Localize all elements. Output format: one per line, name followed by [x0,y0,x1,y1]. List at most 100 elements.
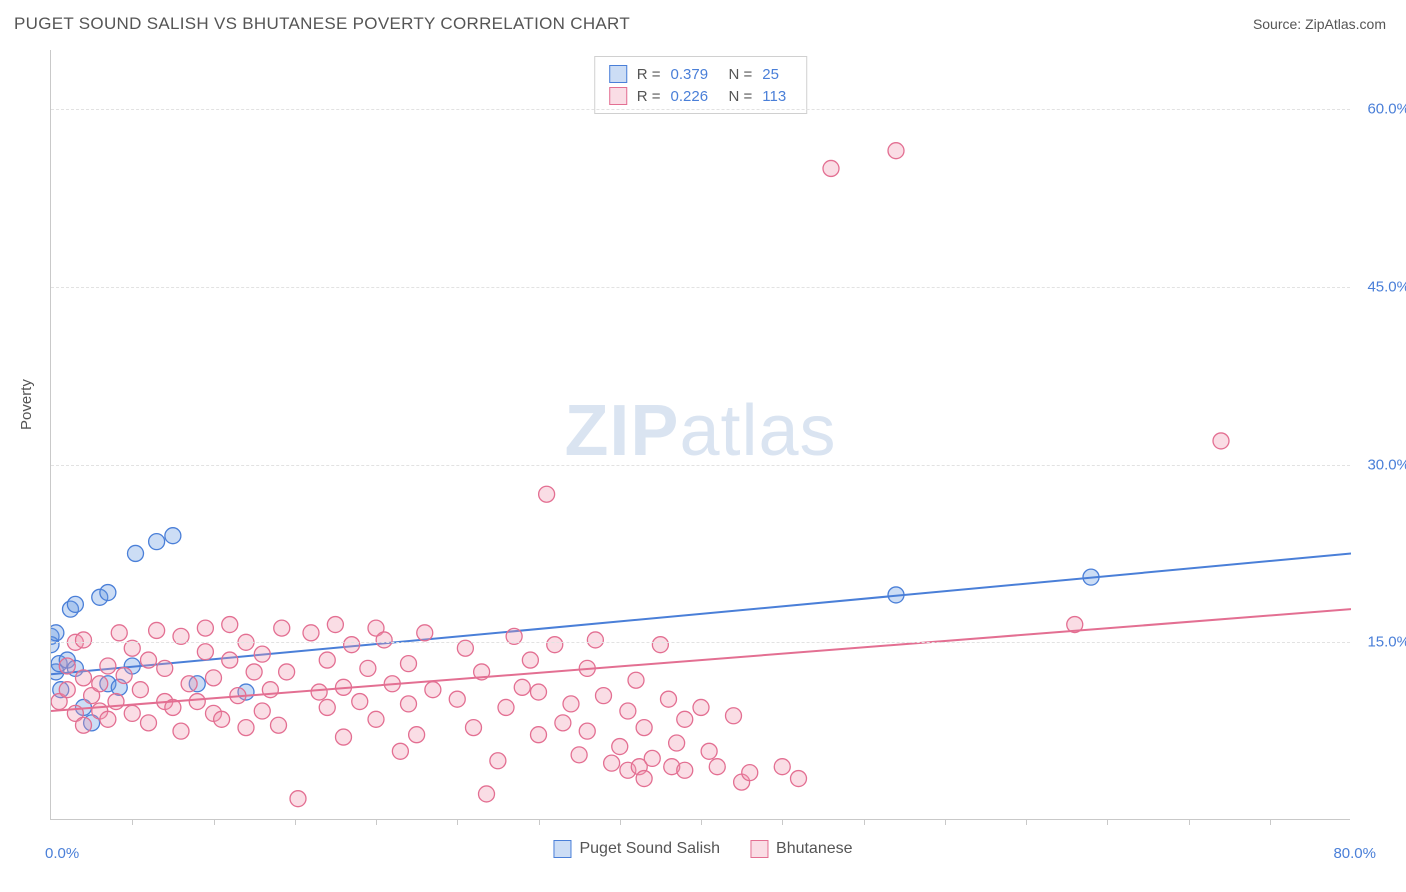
data-point [124,705,140,721]
chart-title: PUGET SOUND SALISH VS BHUTANESE POVERTY … [14,14,630,34]
data-point [149,622,165,638]
series-legend: Puget Sound Salish Bhutanese [553,840,852,858]
x-tick [1107,819,1108,825]
scatter-svg [51,50,1351,820]
data-point [677,762,693,778]
data-point [726,708,742,724]
data-point [774,759,790,775]
data-point [531,684,547,700]
data-point [181,676,197,692]
data-point [401,696,417,712]
data-point [303,625,319,641]
data-point [59,658,75,674]
data-point [197,620,213,636]
r-label: R = [637,88,661,105]
data-point [206,670,222,686]
x-tick [1026,819,1027,825]
data-point [141,715,157,731]
data-point [173,723,189,739]
data-point [466,720,482,736]
x-axis-max-label: 80.0% [1333,845,1376,862]
plot-area: ZIPatlas R =0.379N =25R =0.226N =113 15.… [50,50,1350,820]
data-point [604,755,620,771]
data-point [222,652,238,668]
data-point [547,637,563,653]
source-attribution: Source: ZipAtlas.com [1253,16,1386,32]
data-point [290,791,306,807]
data-point [157,660,173,676]
gridline [51,465,1350,466]
data-point [238,720,254,736]
stats-legend: R =0.379N =25R =0.226N =113 [594,56,808,114]
x-tick [295,819,296,825]
n-label: N = [729,88,753,105]
data-point [636,720,652,736]
data-point [652,637,668,653]
data-point [742,765,758,781]
trend-line [51,609,1351,711]
data-point [352,694,368,710]
data-point [67,596,83,612]
data-point [76,632,92,648]
n-label: N = [729,66,753,83]
series-legend-item: Bhutanese [750,840,853,858]
series-legend-item: Puget Sound Salish [553,840,720,858]
data-point [376,632,392,648]
data-point [149,534,165,550]
data-point [344,637,360,653]
data-point [612,739,628,755]
data-point [571,747,587,763]
data-point [360,660,376,676]
data-point [246,664,262,680]
data-point [111,625,127,641]
data-point [76,670,92,686]
data-point [141,652,157,668]
data-point [490,753,506,769]
data-point [620,703,636,719]
data-point [100,585,116,601]
x-tick [214,819,215,825]
trend-line [51,553,1351,674]
data-point [498,699,514,715]
y-axis-label: Poverty [18,379,35,430]
data-point [116,667,132,683]
stats-legend-row: R =0.379N =25 [609,63,793,85]
r-value: 0.226 [671,88,719,105]
data-point [92,676,108,692]
x-tick [782,819,783,825]
legend-swatch [609,87,627,105]
data-point [319,699,335,715]
data-point [823,160,839,176]
data-point [336,729,352,745]
data-point [222,617,238,633]
data-point [514,679,530,695]
data-point [409,727,425,743]
data-point [1213,433,1229,449]
data-point [669,735,685,751]
data-point [636,771,652,787]
data-point [392,743,408,759]
data-point [327,617,343,633]
data-point [254,646,270,662]
x-tick [945,819,946,825]
data-point [214,711,230,727]
x-tick [539,819,540,825]
y-tick-label: 45.0% [1367,278,1406,295]
series-legend-label: Puget Sound Salish [579,840,720,858]
data-point [522,652,538,668]
legend-swatch [609,65,627,83]
r-label: R = [637,66,661,83]
data-point [132,682,148,698]
data-point [701,743,717,759]
data-point [479,786,495,802]
data-point [417,625,433,641]
data-point [596,688,612,704]
data-point [587,632,603,648]
data-point [555,715,571,731]
data-point [449,691,465,707]
data-point [128,545,144,561]
stats-legend-row: R =0.226N =113 [609,85,793,107]
x-axis-min-label: 0.0% [45,845,79,862]
y-tick-label: 15.0% [1367,634,1406,651]
data-point [271,717,287,733]
